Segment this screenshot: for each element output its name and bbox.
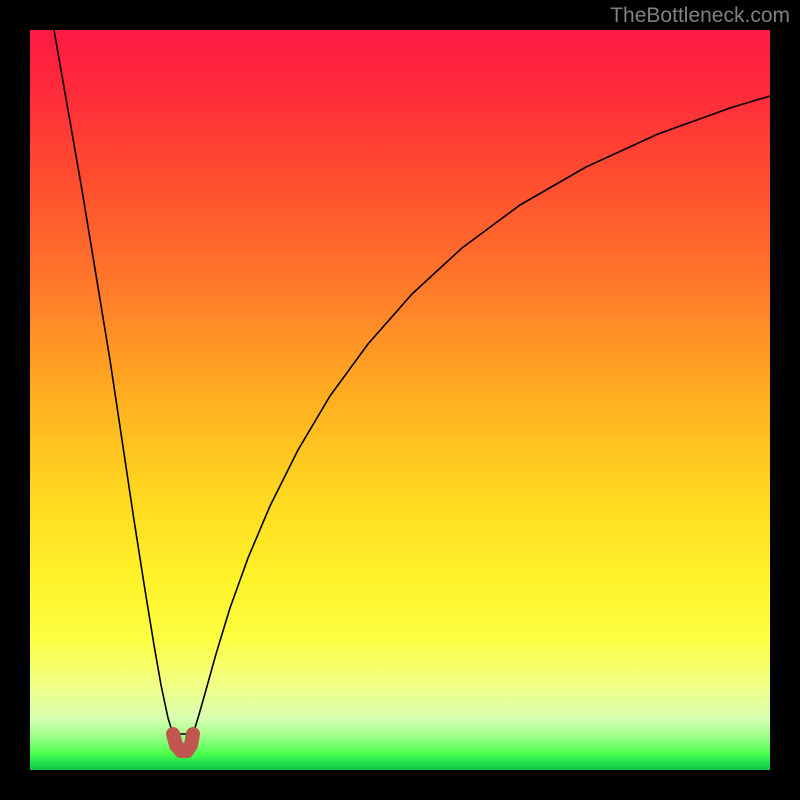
chart-frame: TheBottleneck.com <box>0 0 800 800</box>
gradient-background <box>30 30 770 770</box>
watermark-text: TheBottleneck.com <box>610 4 790 28</box>
plot-area <box>30 30 770 770</box>
chart-svg <box>30 30 770 770</box>
